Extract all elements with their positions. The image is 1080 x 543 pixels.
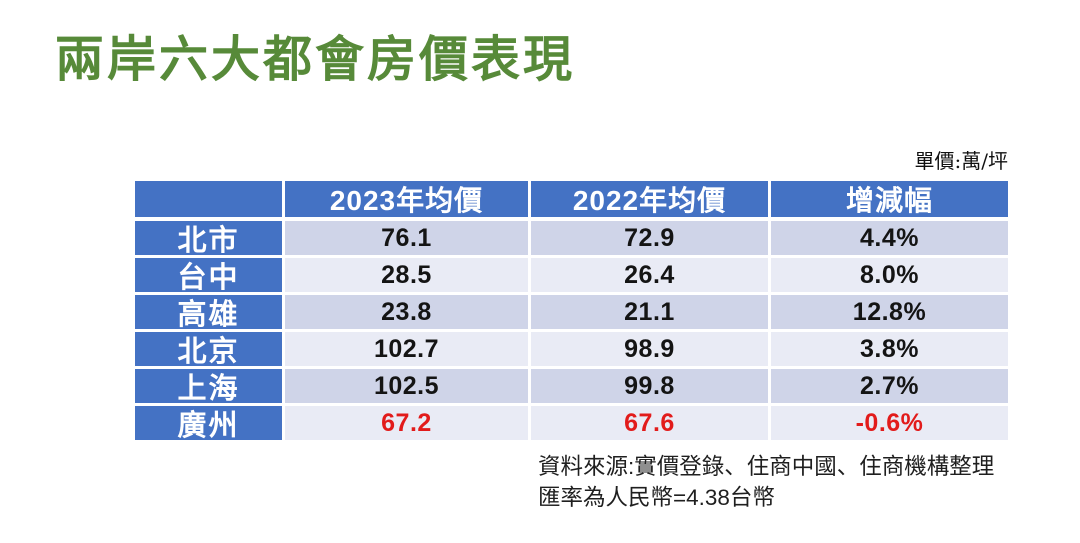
- header-cell-change: 增減幅: [771, 181, 1008, 217]
- source-note: 資料來源:實價登錄、住商中國、住商機構整理 匯率為人民幣=4.38台幣: [538, 451, 994, 513]
- table-header-row: 2023年均價 2022年均價 增減幅: [135, 181, 1008, 217]
- source-line: 資料來源:實價登錄、住商中國、住商機構整理: [538, 454, 995, 479]
- price-2023-cell: 76.1: [285, 221, 528, 255]
- change-cell: 3.8%: [771, 332, 1008, 366]
- page-title: 兩岸六大都會房價表現: [55, 33, 576, 87]
- header-cell-empty: [135, 181, 282, 217]
- price-2023-cell: 23.8: [285, 295, 528, 329]
- price-2023-cell: 102.5: [285, 369, 528, 403]
- price-2022-cell: 21.1: [531, 295, 768, 329]
- table-row-taipei: 北市 76.1 72.9 4.4%: [135, 221, 1008, 255]
- change-cell: -0.6%: [771, 406, 1008, 440]
- price-2023-cell: 28.5: [285, 258, 528, 292]
- change-cell: 4.4%: [771, 221, 1008, 255]
- price-2022-cell: 26.4: [531, 258, 768, 292]
- header-cell-2022-avg: 2022年均價: [531, 181, 768, 217]
- price-2022-cell: 67.6: [531, 406, 768, 440]
- price-2023-cell: 102.7: [285, 332, 528, 366]
- table-row-beijing: 北京 102.7 98.9 3.8%: [135, 332, 1008, 366]
- price-2023-cell: 67.2: [285, 406, 528, 440]
- city-cell: 廣州: [135, 406, 282, 440]
- price-2022-cell: 99.8: [531, 369, 768, 403]
- city-cell: 高雄: [135, 295, 282, 329]
- table-row-kaohsiung: 高雄 23.8 21.1 12.8%: [135, 295, 1008, 329]
- change-cell: 8.0%: [771, 258, 1008, 292]
- city-cell: 台中: [135, 258, 282, 292]
- price-2022-cell: 72.9: [531, 221, 768, 255]
- exchange-rate-line: 匯率為人民幣=4.38台幣: [538, 485, 775, 510]
- change-cell: 2.7%: [771, 369, 1008, 403]
- price-table: 2023年均價 2022年均價 增減幅 北市 76.1 72.9 4.4% 台中…: [135, 181, 1008, 443]
- header-cell-2023-avg: 2023年均價: [285, 181, 528, 217]
- city-cell: 上海: [135, 369, 282, 403]
- table-row-shanghai: 上海 102.5 99.8 2.7%: [135, 369, 1008, 403]
- table-row-taichung: 台中 28.5 26.4 8.0%: [135, 258, 1008, 292]
- price-2022-cell: 98.9: [531, 332, 768, 366]
- unit-note: 單價:萬/坪: [914, 149, 1008, 173]
- city-cell: 北京: [135, 332, 282, 366]
- change-cell: 12.8%: [771, 295, 1008, 329]
- table-row-guangzhou: 廣州 67.2 67.6 -0.6%: [135, 406, 1008, 440]
- city-cell: 北市: [135, 221, 282, 255]
